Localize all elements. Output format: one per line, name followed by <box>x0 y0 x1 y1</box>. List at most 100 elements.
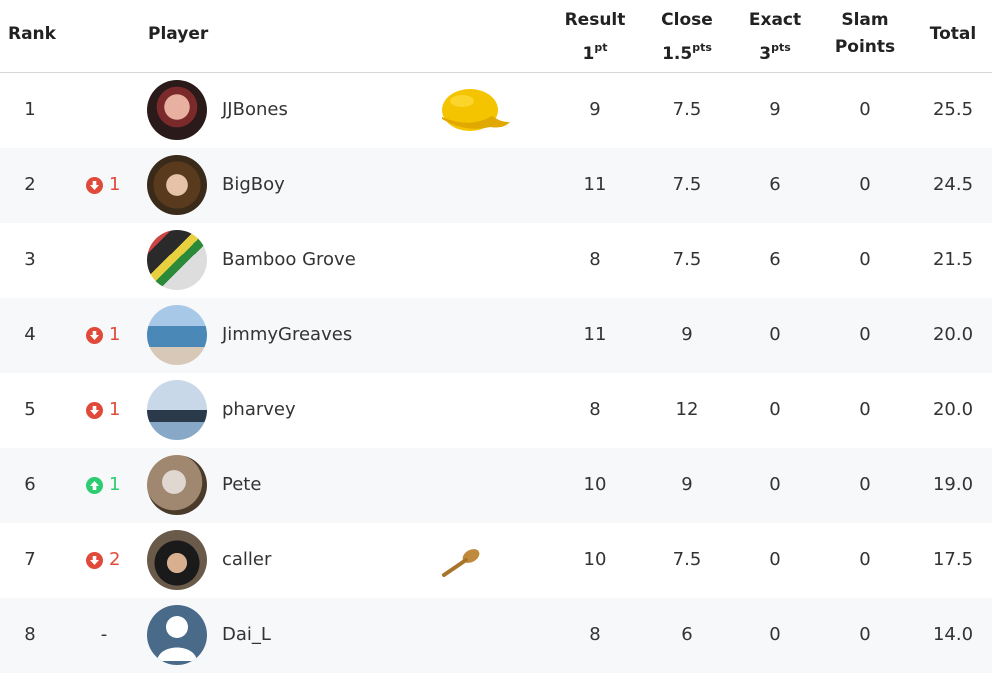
header-close-unit: pts <box>692 41 712 54</box>
rank-cell: 6 <box>24 474 36 495</box>
slam-cell: 0 <box>859 174 871 195</box>
total-cell: 25.5 <box>932 99 974 120</box>
result-cell: 9 <box>589 99 601 120</box>
slam-cell: 0 <box>859 399 871 420</box>
close-cell: 12 <box>675 399 699 420</box>
header-slam[interactable]: Slam Points <box>830 7 900 61</box>
table-row[interactable]: 5 1 pharvey 8 12 0 0 20.0 <box>0 373 992 448</box>
header-player[interactable]: Player <box>148 24 209 44</box>
table-row[interactable]: 8 - Dai_L 8 6 0 0 14.0 <box>0 598 992 673</box>
close-cell: 7.5 <box>672 174 702 195</box>
exact-cell: 0 <box>769 474 781 495</box>
table-row[interactable]: 2 1 BigBoy 11 7.5 6 0 24.5 <box>0 148 992 223</box>
player-name-link[interactable]: Bamboo Grove <box>222 249 356 270</box>
header-exact-title: Exact <box>748 10 802 30</box>
slam-cell: 0 <box>859 99 871 120</box>
result-cell: 11 <box>583 324 607 345</box>
result-cell: 10 <box>583 549 607 570</box>
table-row[interactable]: 7 2 caller 10 7.5 0 0 17.5 <box>0 523 992 598</box>
player-name-link[interactable]: pharvey <box>222 399 296 420</box>
avatar[interactable] <box>147 80 207 140</box>
exact-cell: 9 <box>769 99 781 120</box>
avatar[interactable] <box>147 155 207 215</box>
arrow-down-circle-icon <box>86 176 103 194</box>
yellow-cap-icon <box>440 83 512 140</box>
total-cell: 21.5 <box>932 249 974 270</box>
result-cell: 11 <box>583 174 607 195</box>
header-result-unit: pt <box>594 41 608 54</box>
avatar[interactable] <box>147 455 207 515</box>
rank-change-value: 1 <box>109 174 121 195</box>
slam-cell: 0 <box>859 549 871 570</box>
total-cell: 24.5 <box>932 174 974 195</box>
rank-cell: 3 <box>24 249 36 270</box>
player-name-link[interactable]: BigBoy <box>222 174 285 195</box>
header-exact-points: 3 <box>759 44 772 64</box>
header-rank[interactable]: Rank <box>8 24 56 44</box>
slam-cell: 0 <box>859 324 871 345</box>
header-result[interactable]: Result 1pt <box>560 7 630 68</box>
player-name-link[interactable]: caller <box>222 549 272 570</box>
table-row[interactable]: 6 1 Pete 10 9 0 0 19.0 <box>0 448 992 523</box>
rank-cell: 8 <box>24 624 36 645</box>
rank-change-value: 2 <box>109 549 121 570</box>
total-cell: 14.0 <box>932 624 974 645</box>
avatar[interactable] <box>147 305 207 365</box>
rank-cell: 4 <box>24 324 36 345</box>
avatar[interactable] <box>147 380 207 440</box>
result-cell: 8 <box>589 399 601 420</box>
exact-cell: 0 <box>769 549 781 570</box>
table-header: Rank Player Result 1pt Close 1.5pts Exac… <box>0 0 992 73</box>
player-name-link[interactable]: JimmyGreaves <box>222 324 353 345</box>
total-cell: 20.0 <box>932 324 974 345</box>
avatar[interactable] <box>147 230 207 290</box>
result-cell: 10 <box>583 474 607 495</box>
rank-change: 1 <box>86 324 126 346</box>
exact-cell: 6 <box>769 249 781 270</box>
arrow-down-circle-icon <box>86 326 103 344</box>
header-close[interactable]: Close 1.5pts <box>652 7 722 68</box>
rank-change: 2 <box>86 549 126 571</box>
rank-change-value: 1 <box>109 474 121 495</box>
table-row[interactable]: 3 Bamboo Grove 8 7.5 6 0 21.5 <box>0 223 992 298</box>
player-name-link[interactable]: Pete <box>222 474 262 495</box>
header-exact[interactable]: Exact 3pts <box>740 7 810 68</box>
arrow-down-circle-icon <box>86 551 103 569</box>
rank-cell: 2 <box>24 174 36 195</box>
slam-cell: 0 <box>859 624 871 645</box>
header-slam-title: Slam <box>841 10 889 30</box>
rank-cell: 1 <box>24 99 36 120</box>
header-close-points: 1.5 <box>662 44 693 64</box>
exact-cell: 0 <box>769 324 781 345</box>
table-row[interactable]: 1 JJBones 9 7.5 9 0 25.5 <box>0 73 992 148</box>
header-result-title: Result <box>564 10 626 30</box>
header-exact-unit: pts <box>771 41 791 54</box>
exact-cell: 6 <box>769 174 781 195</box>
header-result-points: 1 <box>582 44 595 64</box>
header-total[interactable]: Total <box>929 24 977 44</box>
total-cell: 17.5 <box>932 549 974 570</box>
player-name-link[interactable]: JJBones <box>222 99 288 120</box>
rank-cell: 5 <box>24 399 36 420</box>
player-name-link[interactable]: Dai_L <box>222 624 271 645</box>
close-cell: 7.5 <box>672 549 702 570</box>
table-row[interactable]: 4 1 JimmyGreaves 11 9 0 0 20.0 <box>0 298 992 373</box>
rank-change-value: - <box>100 624 108 645</box>
close-cell: 6 <box>681 624 693 645</box>
slam-cell: 0 <box>859 474 871 495</box>
result-cell: 8 <box>589 249 601 270</box>
default-avatar-icon[interactable] <box>147 605 207 665</box>
wooden-spoon-icon <box>440 545 484 586</box>
rank-change: 1 <box>86 174 126 196</box>
rank-change-value: 1 <box>109 324 121 345</box>
close-cell: 9 <box>681 324 693 345</box>
slam-cell: 0 <box>859 249 871 270</box>
header-slam-subtitle: Points <box>834 37 896 57</box>
rank-change: 1 <box>86 399 126 421</box>
exact-cell: 0 <box>769 399 781 420</box>
avatar[interactable] <box>147 530 207 590</box>
arrow-down-circle-icon <box>86 401 103 419</box>
close-cell: 7.5 <box>672 99 702 120</box>
close-cell: 7.5 <box>672 249 702 270</box>
